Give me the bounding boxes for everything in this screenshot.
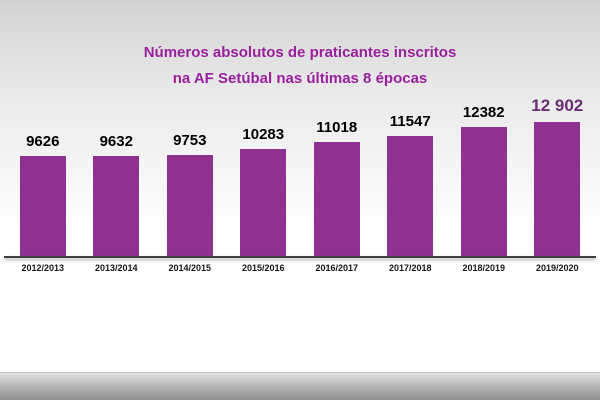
bar-group: 9632 [80,133,154,256]
category-label: 2019/2020 [535,263,579,273]
bar [240,149,287,256]
bar [166,155,213,256]
category-label: 2015/2016 [241,263,285,273]
bar-group: 11018 [300,119,374,256]
bar [19,156,66,256]
category-label: 2013/2014 [94,263,138,273]
bar-group: 10283 [227,126,301,256]
categories-row: 2012/2013 2013/2014 2014/2015 2015/2016 2016… [6,263,594,273]
category-label: 2012/2013 [21,263,65,273]
slide-footer-band [0,372,600,400]
bar-group: 9626 [6,133,80,256]
bar-value-label: 11547 [389,113,431,130]
bar [460,127,507,256]
x-axis-baseline [4,256,596,258]
bar [534,122,581,256]
bar-group: 11547 [374,113,448,256]
bar-value-label: 9626 [26,133,60,150]
bar-value-label: 12382 [462,104,505,121]
category-label: 2017/2018 [388,263,432,273]
category-label: 2014/2015 [168,263,212,273]
bar-value-label: 12 902 [531,96,584,115]
chart-title-line-1: Números absolutos de praticantes inscrit… [143,44,457,61]
bar-group: 9753 [153,132,227,256]
bar-group: 12 902 [521,96,595,256]
bar-value-label: 11018 [316,119,358,136]
category-label: 2016/2017 [315,263,359,273]
bar [93,156,140,256]
bar [387,136,434,256]
chart-title: Números absolutos de praticantes inscrit… [0,40,600,91]
bar-value-label: 9632 [99,133,133,150]
category-label: 2018/2019 [462,263,506,273]
bars-row: 9626 9632 9753 10283 11018 11547 12382 12 902 [6,96,594,256]
bar-value-label: 9753 [173,132,207,149]
chart-title-line-2: na AF Setúbal nas últimas 8 épocas [172,69,428,87]
bar-value-label: 10283 [242,126,285,143]
bar [313,142,360,256]
bar-group: 12382 [447,104,521,256]
